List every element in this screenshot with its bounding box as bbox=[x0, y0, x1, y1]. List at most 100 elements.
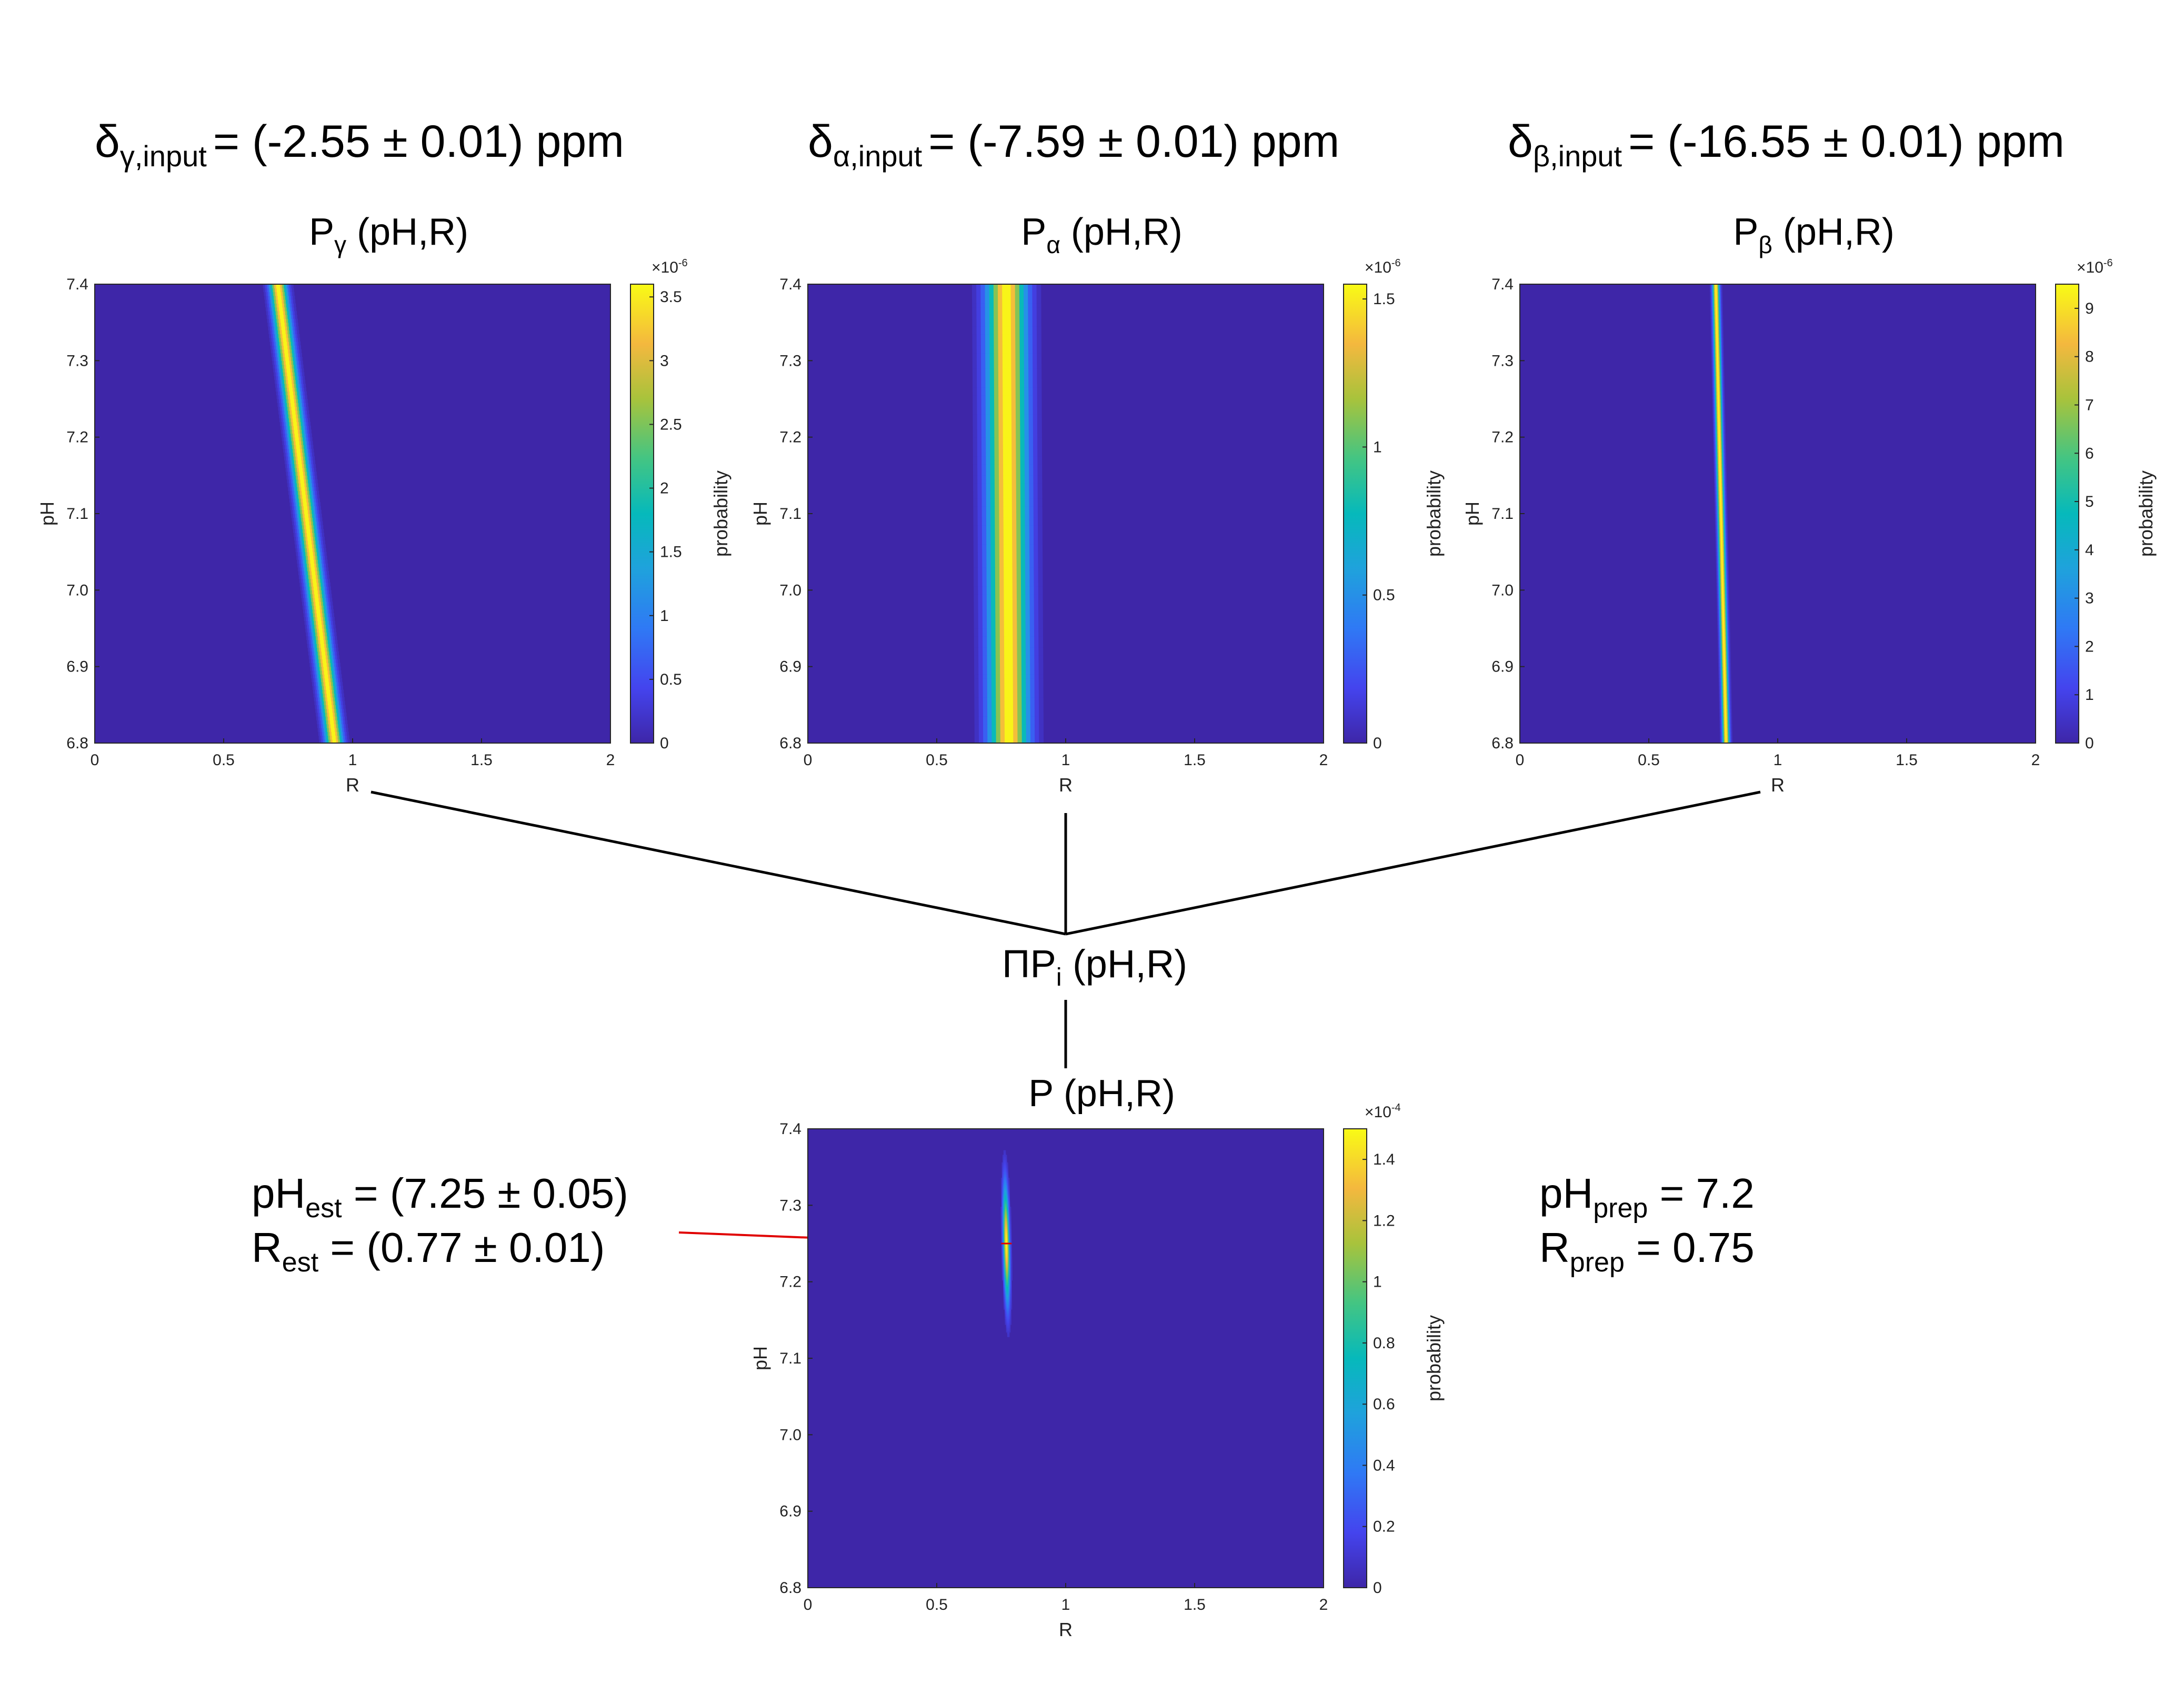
density-cell bbox=[321, 540, 324, 545]
density-cell bbox=[314, 605, 316, 610]
density-cell bbox=[1011, 418, 1016, 423]
density-cell bbox=[978, 602, 983, 606]
density-cell bbox=[295, 548, 298, 553]
density-cell bbox=[1722, 521, 1724, 526]
density-cell bbox=[1727, 533, 1728, 537]
density-cell bbox=[296, 445, 298, 449]
density-cell bbox=[998, 383, 1003, 388]
density-cell bbox=[323, 632, 325, 637]
density-cell bbox=[302, 414, 304, 418]
density-cell bbox=[981, 387, 986, 392]
density-cell bbox=[1034, 571, 1039, 575]
density-cell bbox=[1723, 536, 1725, 541]
density-cell bbox=[1722, 575, 1724, 579]
density-cell bbox=[1008, 582, 1013, 587]
density-cell bbox=[329, 670, 332, 675]
density-cell bbox=[330, 697, 334, 701]
density-cell bbox=[342, 739, 344, 743]
density-cell bbox=[297, 498, 299, 503]
density-cell bbox=[999, 494, 1004, 499]
density-cell bbox=[338, 739, 340, 743]
density-cell bbox=[289, 472, 293, 476]
density-cell bbox=[1722, 701, 1724, 705]
density-cell bbox=[1720, 517, 1722, 522]
density-cell bbox=[1715, 502, 1717, 507]
density-cell bbox=[284, 318, 287, 323]
density-cell bbox=[292, 379, 294, 384]
density-cell bbox=[280, 425, 283, 430]
density-cell bbox=[289, 487, 293, 491]
density-cell bbox=[1729, 663, 1731, 667]
density-cell bbox=[1025, 555, 1030, 560]
density-cell bbox=[1002, 315, 1007, 319]
density-cell bbox=[313, 613, 316, 617]
density-cell bbox=[1720, 540, 1721, 545]
density-cell bbox=[306, 403, 308, 407]
density-cell bbox=[1725, 540, 1726, 545]
density-cell bbox=[305, 445, 308, 449]
density-cell bbox=[1718, 559, 1719, 564]
density-cell bbox=[1717, 620, 1719, 625]
density-cell bbox=[981, 357, 986, 361]
density-cell bbox=[294, 337, 297, 342]
density-cell bbox=[990, 472, 995, 476]
density-cell bbox=[1004, 617, 1009, 622]
density-cell bbox=[298, 506, 300, 510]
density-cell bbox=[1721, 544, 1722, 548]
density-cell bbox=[276, 360, 278, 365]
density-cell bbox=[978, 639, 983, 644]
x-tick-label: 0.5 bbox=[926, 751, 948, 769]
density-cell bbox=[327, 727, 329, 732]
density-cell bbox=[317, 582, 319, 587]
density-cell bbox=[292, 334, 294, 338]
density-cell bbox=[1003, 372, 1007, 376]
density-cell bbox=[1726, 655, 1728, 659]
density-cell bbox=[288, 353, 291, 357]
density-cell bbox=[976, 303, 981, 308]
density-cell bbox=[1718, 582, 1719, 587]
density-cell bbox=[1725, 502, 1727, 507]
density-cell bbox=[1720, 720, 1721, 725]
density-cell bbox=[1729, 716, 1731, 720]
density-cell bbox=[1722, 735, 1724, 740]
density-cell bbox=[1029, 514, 1034, 518]
density-cell bbox=[1029, 533, 1034, 537]
heatmap-p-beta: Pβ (pH,R)0 0.5 1 1.5 26.86.97.07.17.27.37.4R… bbox=[1461, 211, 2157, 796]
density-cell bbox=[1008, 628, 1013, 633]
density-cell bbox=[1011, 506, 1017, 510]
density-cell bbox=[1727, 609, 1728, 614]
density-cell bbox=[327, 697, 329, 701]
density-cell bbox=[1729, 655, 1730, 659]
density-cell bbox=[1020, 475, 1025, 480]
density-cell bbox=[1012, 544, 1017, 548]
density-cell bbox=[1008, 555, 1013, 560]
density-cell bbox=[265, 299, 267, 304]
density-cell bbox=[986, 582, 991, 587]
density-cell bbox=[986, 487, 991, 491]
density-cell bbox=[319, 602, 322, 606]
density-cell bbox=[990, 517, 995, 522]
density-cell bbox=[293, 376, 296, 380]
density-cell bbox=[1029, 460, 1034, 465]
density-cell bbox=[1029, 498, 1034, 503]
density-cell bbox=[282, 349, 285, 354]
density-cell bbox=[977, 403, 982, 407]
density-cell bbox=[313, 693, 316, 698]
density-cell bbox=[304, 575, 307, 579]
density-cell bbox=[986, 472, 991, 476]
density-cell bbox=[1011, 456, 1017, 460]
density-cell bbox=[1722, 727, 1724, 732]
density-cell bbox=[1722, 659, 1724, 663]
density-cell bbox=[323, 724, 325, 728]
density-cell bbox=[994, 429, 999, 434]
density-cell bbox=[989, 387, 995, 392]
density-cell bbox=[296, 322, 298, 327]
density-cell bbox=[1000, 739, 1005, 743]
density-cell bbox=[327, 666, 329, 671]
density-cell bbox=[1025, 506, 1030, 510]
density-cell bbox=[981, 452, 986, 457]
density-cell bbox=[991, 720, 997, 725]
density-cell bbox=[1033, 422, 1038, 426]
density-cell bbox=[973, 410, 978, 415]
density-cell bbox=[1017, 705, 1022, 709]
